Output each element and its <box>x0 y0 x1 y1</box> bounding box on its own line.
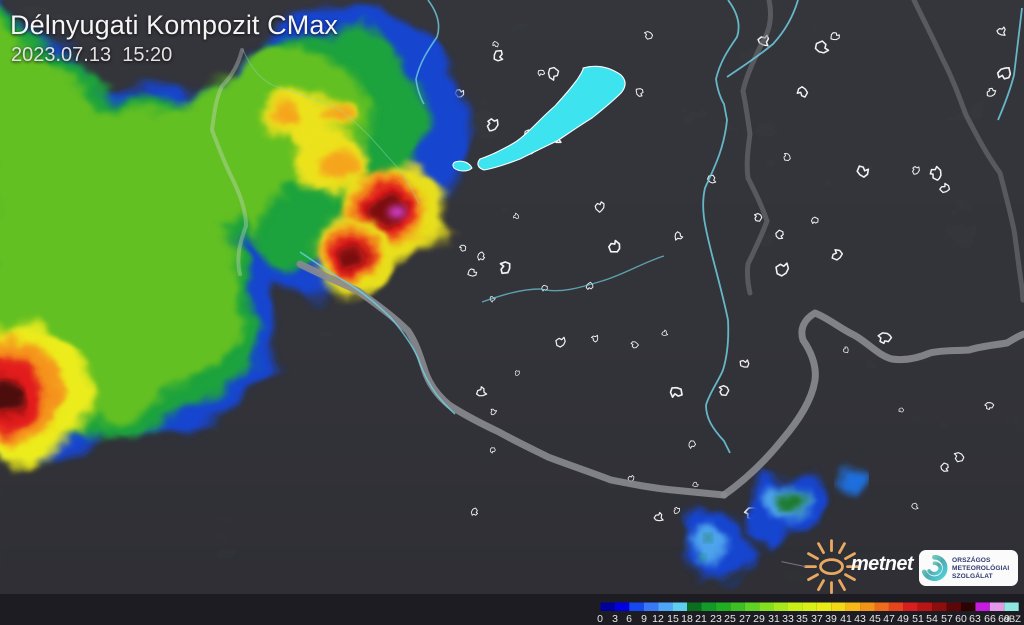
svg-text:6: 6 <box>626 613 632 625</box>
svg-text:43: 43 <box>854 613 866 625</box>
svg-text:18: 18 <box>681 613 693 625</box>
svg-text:51: 51 <box>912 613 924 625</box>
svg-text:27: 27 <box>739 613 751 625</box>
svg-text:63: 63 <box>969 613 981 625</box>
svg-text:3: 3 <box>612 613 618 625</box>
svg-text:54: 54 <box>926 613 938 625</box>
svg-text:23: 23 <box>710 613 722 625</box>
svg-text:0: 0 <box>597 613 603 625</box>
svg-text:35: 35 <box>796 613 808 625</box>
svg-text:12: 12 <box>652 613 664 625</box>
svg-text:33: 33 <box>782 613 794 625</box>
svg-text:57: 57 <box>941 613 953 625</box>
svg-text:31: 31 <box>768 613 780 625</box>
svg-text:49: 49 <box>897 613 909 625</box>
svg-text:15: 15 <box>667 613 679 625</box>
svg-text:41: 41 <box>840 613 852 625</box>
svg-text:60: 60 <box>955 613 967 625</box>
svg-text:37: 37 <box>811 613 823 625</box>
svg-text:39: 39 <box>825 613 837 625</box>
svg-text:25: 25 <box>724 613 736 625</box>
svg-text:21: 21 <box>695 613 707 625</box>
svg-text:29: 29 <box>753 613 765 625</box>
svg-text:47: 47 <box>883 613 895 625</box>
svg-text:66: 66 <box>984 613 996 625</box>
svg-text:45: 45 <box>869 613 881 625</box>
svg-text:9: 9 <box>641 613 647 625</box>
svg-text:dBZ: dBZ <box>1004 614 1022 625</box>
